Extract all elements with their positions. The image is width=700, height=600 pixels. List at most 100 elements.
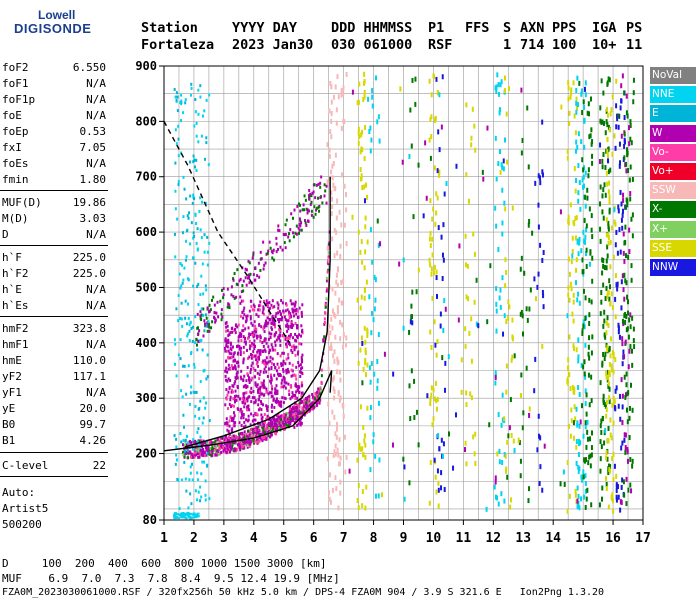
echo-point bbox=[366, 332, 369, 338]
echo-point bbox=[273, 391, 276, 395]
echo-point bbox=[559, 481, 562, 487]
echo-point bbox=[284, 397, 287, 401]
echo-point bbox=[266, 423, 269, 427]
echo-point bbox=[522, 331, 525, 337]
echo-point bbox=[364, 249, 367, 255]
echo-point bbox=[220, 436, 223, 440]
echo-point bbox=[630, 140, 633, 146]
echo-point bbox=[205, 324, 208, 328]
echo-point bbox=[245, 379, 248, 383]
x-mode-trace bbox=[163, 370, 333, 452]
echo-point bbox=[583, 458, 586, 464]
echo-point bbox=[197, 407, 200, 411]
echo-point bbox=[207, 445, 210, 449]
echo-point bbox=[328, 345, 331, 351]
echo-point bbox=[606, 290, 609, 296]
echo-point bbox=[541, 169, 544, 175]
echo-point bbox=[252, 435, 255, 439]
echo-point bbox=[619, 249, 622, 255]
echo-point bbox=[256, 336, 259, 340]
echo-point bbox=[299, 209, 302, 213]
echo-point bbox=[326, 270, 329, 274]
echo-point bbox=[440, 234, 443, 240]
echo-point bbox=[623, 131, 626, 137]
echo-point bbox=[318, 390, 321, 394]
echo-point bbox=[414, 101, 417, 107]
echo-point bbox=[295, 390, 298, 394]
echo-point bbox=[623, 296, 626, 302]
echo-point bbox=[412, 214, 415, 220]
echo-point bbox=[337, 390, 340, 396]
echo-point bbox=[528, 219, 531, 225]
echo-point bbox=[188, 478, 191, 482]
echo-point bbox=[351, 214, 354, 220]
echo-point bbox=[228, 450, 231, 454]
echo-point bbox=[578, 80, 581, 86]
echo-point bbox=[616, 281, 619, 287]
echo-point bbox=[497, 82, 500, 88]
echo-point bbox=[257, 261, 260, 265]
echo-point bbox=[190, 82, 193, 86]
echo-point bbox=[182, 364, 185, 368]
echo-point bbox=[607, 375, 610, 381]
echo-point bbox=[602, 121, 605, 127]
echo-point bbox=[260, 437, 263, 441]
legend-item-ssw: SSW bbox=[650, 182, 696, 200]
echo-point bbox=[370, 330, 373, 336]
echo-point bbox=[187, 442, 190, 446]
echo-point bbox=[308, 209, 311, 213]
echo-point bbox=[505, 159, 508, 165]
echo-point bbox=[614, 406, 617, 412]
echo-point bbox=[366, 194, 369, 200]
echo-point bbox=[246, 444, 249, 448]
echo-point bbox=[570, 90, 573, 96]
x-tick-label: 13 bbox=[515, 531, 531, 546]
echo-point bbox=[623, 90, 626, 96]
param-value: 20.0 bbox=[79, 402, 107, 415]
echo-point bbox=[608, 361, 611, 367]
echo-point bbox=[229, 356, 232, 360]
echo-point bbox=[243, 313, 246, 317]
echo-point bbox=[604, 165, 607, 171]
echo-point bbox=[310, 213, 313, 217]
echo-point bbox=[258, 308, 261, 312]
echo-point bbox=[578, 423, 581, 429]
echo-point bbox=[266, 301, 269, 305]
echo-point bbox=[600, 429, 603, 435]
echo-point bbox=[212, 295, 215, 299]
echo-point bbox=[194, 261, 197, 265]
echo-point bbox=[225, 349, 228, 353]
echo-point bbox=[213, 311, 216, 315]
echo-point bbox=[253, 339, 256, 343]
echo-point bbox=[194, 439, 197, 443]
echo-point bbox=[537, 413, 540, 419]
echo-point bbox=[364, 182, 367, 188]
echo-point bbox=[261, 384, 264, 388]
param-key: foEp bbox=[2, 125, 29, 138]
echo-point bbox=[214, 318, 217, 322]
echo-point bbox=[226, 428, 229, 432]
echo-point bbox=[582, 288, 585, 294]
echo-point bbox=[259, 407, 262, 411]
echo-point bbox=[363, 438, 366, 444]
echo-point bbox=[628, 348, 631, 354]
echo-point bbox=[435, 489, 438, 495]
echo-point bbox=[320, 368, 323, 372]
echo-point bbox=[301, 353, 304, 357]
echo-point bbox=[269, 359, 272, 363]
echo-point bbox=[521, 425, 524, 431]
echo-point bbox=[292, 418, 295, 422]
echo-point bbox=[311, 405, 314, 409]
echo-point bbox=[256, 360, 259, 364]
echo-point bbox=[266, 316, 269, 320]
echo-point bbox=[254, 381, 257, 385]
echo-point bbox=[207, 163, 210, 167]
echo-point bbox=[331, 377, 334, 383]
echo-point bbox=[205, 288, 208, 292]
echo-point bbox=[323, 322, 326, 326]
echo-point bbox=[430, 134, 433, 140]
echo-point bbox=[231, 390, 234, 394]
echo-point bbox=[206, 449, 209, 453]
echo-point bbox=[229, 398, 232, 402]
echo-point bbox=[262, 428, 265, 432]
